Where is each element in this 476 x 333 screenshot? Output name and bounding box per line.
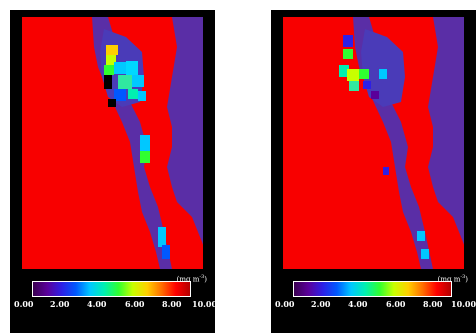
tick-label: 6.00: [125, 299, 145, 309]
tick-label: 10.00: [192, 299, 218, 309]
colorbar: [32, 281, 191, 297]
tick-label: 4.00: [87, 299, 107, 309]
map-panel-right: (mg m-3) 0.00 2.00 4.00 6.00 8.00 10.00: [271, 10, 476, 333]
tick-label: 6.00: [386, 299, 406, 309]
tick-label: 2.00: [50, 299, 70, 309]
colorbar: [293, 281, 452, 297]
units-label: (mg m-3): [176, 274, 207, 284]
tick-label: 2.00: [311, 299, 331, 309]
tick-label: 0.00: [14, 299, 34, 309]
chlorophyll-map-right: [283, 17, 464, 269]
tick-label: 8.00: [423, 299, 443, 309]
map-panel-left: (mg m-3) 0.00 2.00 4.00 6.00 8.00 10.00: [10, 10, 218, 333]
units-label: (mg m-3): [437, 274, 468, 284]
tick-label: 10.00: [451, 299, 476, 309]
tick-label: 4.00: [348, 299, 368, 309]
colorbar-ticks: 0.00 2.00 4.00 6.00 8.00 10.00: [271, 299, 476, 309]
chlorophyll-map-left: [22, 17, 203, 269]
tick-label: 8.00: [162, 299, 182, 309]
colorbar-ticks: 0.00 2.00 4.00 6.00 8.00 10.00: [10, 299, 218, 309]
tick-label: 0.00: [275, 299, 295, 309]
